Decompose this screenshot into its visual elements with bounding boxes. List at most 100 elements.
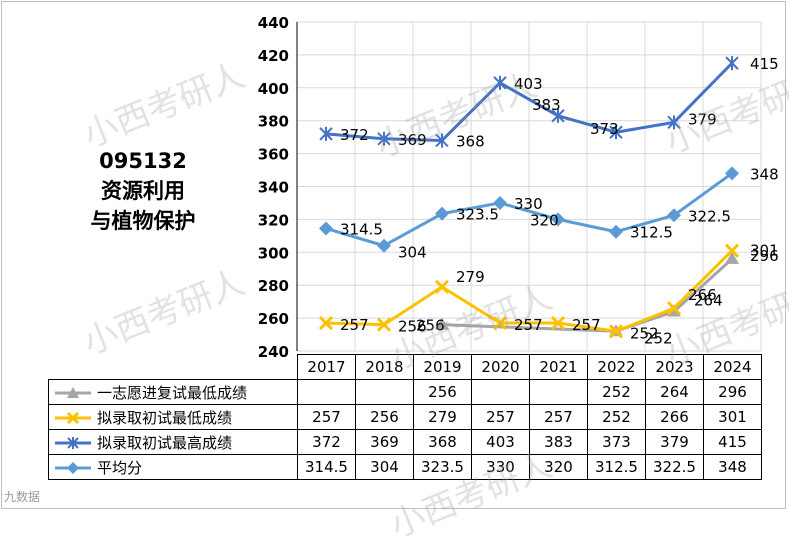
- table-cell: 383: [529, 429, 588, 455]
- table-cell: 368: [413, 429, 472, 455]
- data-point: [609, 224, 623, 239]
- data-point: [725, 166, 739, 181]
- data-point: [725, 251, 739, 264]
- data-label: 415: [750, 55, 779, 73]
- data-point: [377, 238, 391, 253]
- chart-frame: [1, 1, 786, 509]
- legend-key: [55, 437, 91, 449]
- data-point: [319, 221, 333, 236]
- data-label: 348: [750, 165, 779, 183]
- series-line: [441, 257, 734, 333]
- table-cell: 348: [703, 454, 762, 480]
- table-row: 一志愿进复试最低成绩 256 252 264 296: [48, 379, 762, 405]
- table-cell: 279: [413, 404, 472, 430]
- data-label: 369: [398, 131, 427, 149]
- legend-key: [55, 411, 91, 425]
- data-point: [551, 108, 565, 123]
- data-label: 383: [532, 96, 561, 114]
- data-label: 304: [398, 244, 427, 262]
- table-cell: [529, 379, 588, 405]
- data-label: 256: [398, 318, 427, 336]
- data-point: [608, 324, 624, 339]
- data-label: 296: [750, 247, 779, 265]
- data-point: [493, 195, 507, 210]
- data-point: [609, 125, 623, 140]
- table-cell: 403: [471, 429, 530, 455]
- table-cell: 257: [471, 404, 530, 430]
- y-tick-label: 320: [258, 211, 289, 229]
- y-tick-label: 380: [258, 113, 289, 131]
- series-line: [325, 62, 734, 142]
- data-point: [318, 315, 334, 331]
- table-cell: 266: [645, 404, 704, 430]
- y-tick-label: 340: [258, 179, 289, 197]
- year-header: 2022: [587, 354, 646, 380]
- data-point: [667, 115, 681, 130]
- series-1: [318, 243, 740, 339]
- y-tick-label: 360: [258, 146, 289, 164]
- data-label: 314.5: [340, 220, 383, 238]
- legend-key: [55, 462, 91, 474]
- data-point: [435, 133, 449, 148]
- data-point: [377, 131, 391, 146]
- year-header: 2021: [529, 354, 588, 380]
- table-cell: [297, 379, 356, 405]
- data-label: 257: [514, 316, 543, 334]
- table-header-row: 2017 2018 2019 2020 2021 2022 2023 2024: [48, 354, 762, 380]
- series-name: 拟录取初试最低成绩: [97, 408, 233, 427]
- data-label: 279: [456, 268, 485, 286]
- data-label: 323.5: [456, 206, 499, 224]
- data-label: 372: [340, 126, 369, 144]
- legend-key: [55, 387, 91, 398]
- table-corner: [48, 354, 298, 380]
- table-cell: 257: [529, 404, 588, 430]
- table-cell: 264: [645, 379, 704, 405]
- series-name: 拟录取初试最高成绩: [97, 433, 233, 452]
- table-cell: 373: [587, 429, 646, 455]
- series-name-cell: 平均分: [48, 454, 298, 480]
- data-table: 2017 2018 2019 2020 2021 2022 2023 2024 一志愿进复试最…: [48, 354, 762, 480]
- data-label: 373: [590, 120, 619, 138]
- series-3: [319, 166, 739, 253]
- series-name: 一志愿进复试最低成绩: [97, 383, 248, 402]
- table-cell: 323.5: [413, 454, 472, 480]
- data-label: 252: [630, 324, 659, 342]
- table-cell: [471, 379, 530, 405]
- subject-name-line2: 与植物保护: [90, 209, 196, 233]
- data-point: [435, 317, 449, 330]
- data-point: [493, 75, 507, 90]
- data-label: 266: [688, 286, 717, 304]
- table-row: 平均分 314.5 304 323.5 330 320 312.5 322.5 348: [48, 454, 762, 480]
- y-tick-label: 300: [258, 244, 289, 262]
- table-cell: 296: [703, 379, 762, 405]
- data-point: [492, 315, 508, 331]
- data-label: 256: [416, 317, 445, 335]
- table-cell: 372: [297, 429, 356, 455]
- series-name: 平均分: [97, 458, 143, 477]
- data-label: 264: [694, 292, 723, 310]
- series-lines: [318, 56, 740, 339]
- year-header: 2019: [413, 354, 472, 380]
- data-point: [725, 56, 739, 71]
- data-point: [667, 208, 681, 223]
- data-label: 368: [456, 132, 485, 150]
- y-tick-label: 440: [258, 14, 289, 32]
- data-point: [551, 212, 565, 227]
- table-cell: 256: [413, 379, 472, 405]
- y-tick-label: 260: [258, 310, 289, 328]
- year-header: 2017: [297, 354, 356, 380]
- data-label: 320: [530, 211, 559, 229]
- table-cell: [355, 379, 414, 405]
- data-point: [724, 243, 740, 258]
- table-cell: 256: [355, 404, 414, 430]
- table-cell: 301: [703, 404, 762, 430]
- table-cell: 257: [297, 404, 356, 430]
- series-2: [319, 56, 739, 148]
- data-label: 257: [572, 316, 601, 334]
- year-header: 2024: [703, 354, 762, 380]
- subject-name-line1: 资源利用: [101, 179, 185, 203]
- subject-code: 095132: [99, 149, 187, 173]
- series-name-cell: 一志愿进复试最低成绩: [48, 379, 298, 405]
- data-point: [550, 315, 566, 331]
